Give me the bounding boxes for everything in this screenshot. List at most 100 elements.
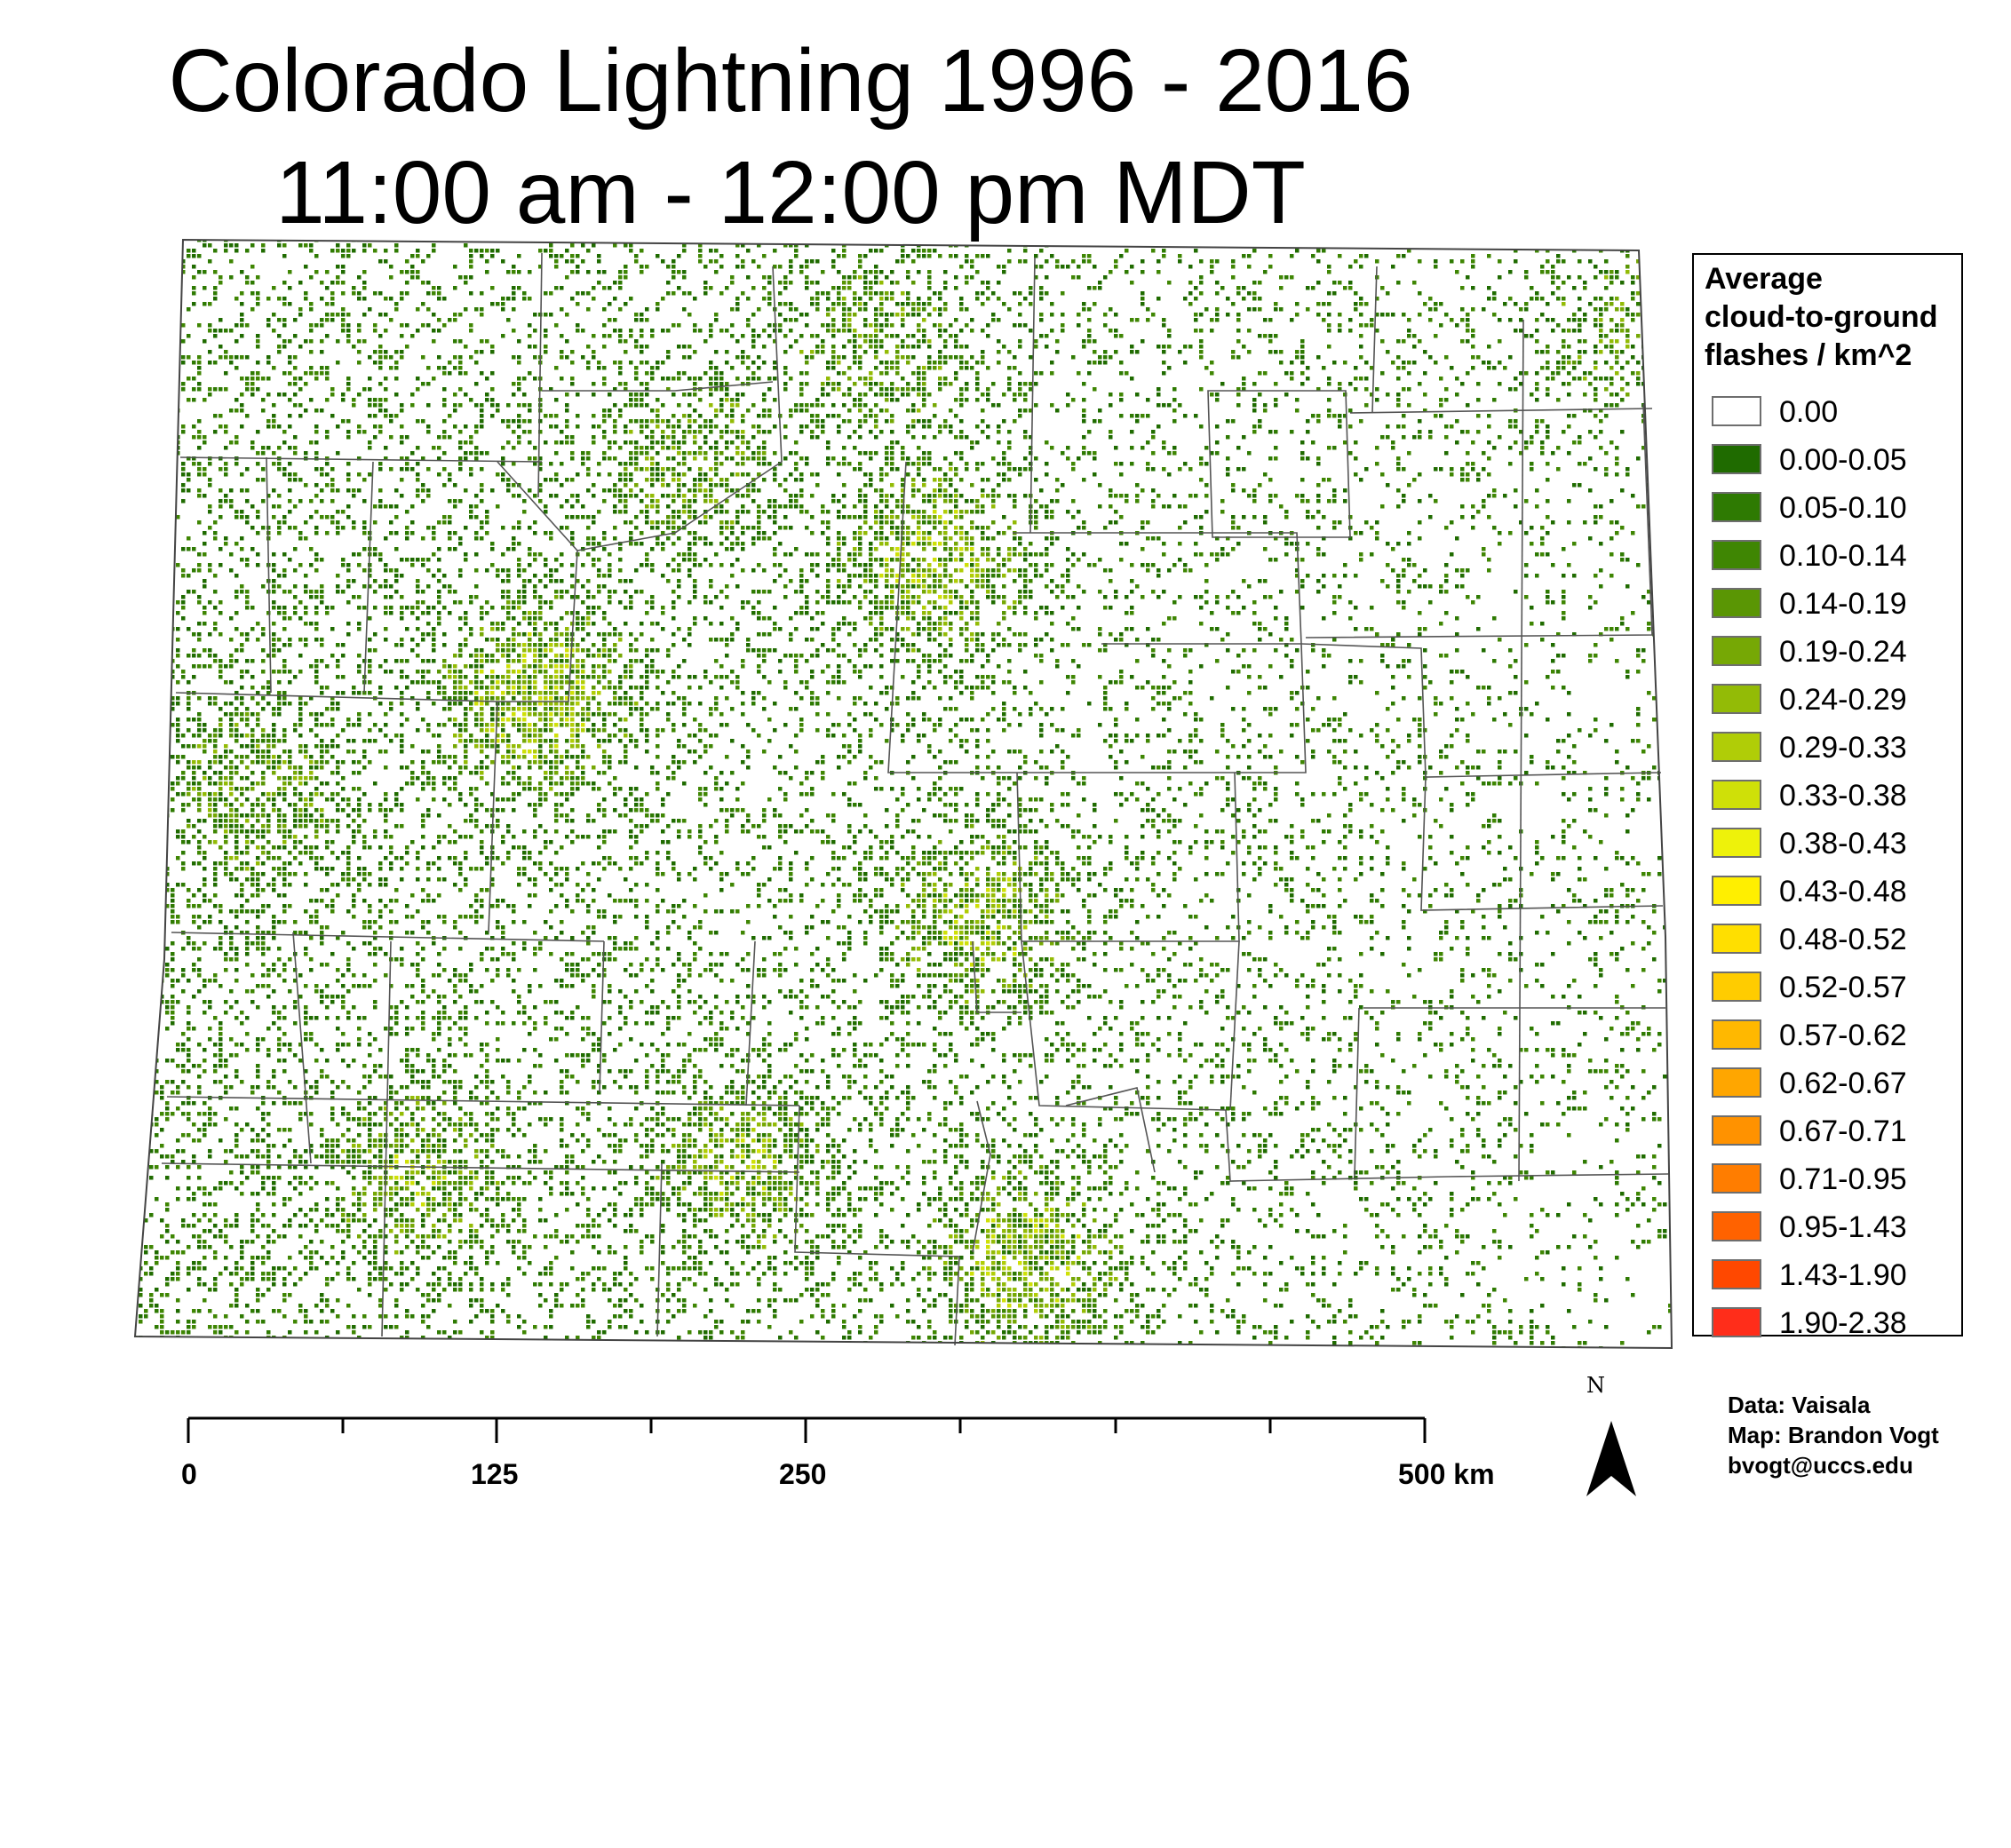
flash-cell [634, 313, 639, 317]
flash-cell [863, 520, 868, 525]
flash-cell [341, 329, 346, 333]
flash-cell [730, 398, 735, 402]
flash-cell [1242, 435, 1246, 440]
flash-cell [453, 408, 457, 413]
flash-cell [901, 478, 905, 482]
flash-cell [549, 254, 553, 258]
flash-cell [234, 243, 239, 248]
flash-cell [544, 414, 548, 418]
flash-cell [677, 568, 681, 573]
flash-cell [688, 377, 692, 381]
flash-cell [751, 483, 756, 488]
flash-cell [384, 355, 388, 360]
flash-cell [266, 419, 271, 424]
flash-cell [890, 462, 894, 466]
flash-cell [304, 297, 308, 301]
flash-cell [1316, 510, 1321, 514]
flash-cell [234, 355, 239, 360]
flash-cell [1050, 254, 1054, 258]
flash-cell [426, 558, 431, 562]
flash-cell [858, 515, 862, 520]
flash-cell [677, 440, 681, 445]
flash-cell [1562, 339, 1566, 344]
flash-cell [373, 323, 378, 328]
flash-cell [480, 520, 484, 525]
flash-cell [240, 302, 244, 306]
flash-cell [469, 515, 473, 520]
flash-cell [1460, 504, 1465, 509]
flash-cell [837, 462, 841, 466]
flash-cell [576, 515, 580, 520]
flash-cell [192, 398, 196, 402]
flash-cell [1546, 377, 1550, 381]
flash-cell [640, 318, 644, 322]
flash-cell [943, 382, 948, 386]
flash-cell [1183, 462, 1188, 466]
flash-cell [522, 568, 527, 573]
flash-cell [618, 307, 623, 312]
flash-cell [1620, 238, 1625, 242]
flash-cell [863, 302, 868, 306]
flash-cell [234, 515, 239, 520]
flash-cell [480, 291, 484, 296]
flash-cell [714, 414, 719, 418]
flash-cell [1343, 488, 1347, 493]
flash-cell [927, 574, 932, 578]
flash-cell [1119, 515, 1124, 520]
flash-cell [437, 579, 441, 583]
flash-cell [368, 403, 372, 408]
flash-cell [362, 286, 367, 290]
flash-cell [661, 259, 665, 264]
flash-cell [203, 398, 207, 402]
flash-cell [922, 568, 926, 573]
flash-cell [592, 393, 596, 397]
flash-cell [1103, 350, 1108, 354]
flash-cell [416, 419, 420, 424]
flash-cell [938, 329, 942, 333]
flash-cell [719, 451, 724, 456]
flash-cell [1530, 440, 1534, 445]
flash-cell [1039, 297, 1044, 301]
flash-cell [645, 318, 649, 322]
flash-cell [682, 435, 687, 440]
flash-cell [634, 377, 639, 381]
flash-cell [751, 542, 756, 546]
flash-cell [197, 387, 202, 392]
flash-cell [474, 403, 479, 408]
flash-cell [618, 334, 623, 338]
flash-cell [288, 478, 292, 482]
flash-cell [1220, 382, 1225, 386]
flash-cell [1444, 574, 1449, 578]
flash-cell [618, 382, 623, 386]
flash-cell [826, 446, 831, 450]
flash-cell [1482, 451, 1486, 456]
flash-cell [1188, 291, 1193, 296]
flash-cell [442, 430, 447, 434]
flash-cell [1364, 323, 1369, 328]
flash-cell [405, 531, 409, 535]
flash-cell [645, 520, 649, 525]
flash-cell [1647, 249, 1651, 253]
flash-cell [970, 265, 974, 269]
flash-cell [735, 462, 740, 466]
flash-cell [1162, 371, 1166, 376]
flash-cell [837, 579, 841, 583]
flash-cell [693, 430, 697, 434]
flash-cell [714, 270, 719, 274]
flash-cell [645, 558, 649, 562]
flash-cell [869, 547, 873, 551]
flash-cell [544, 345, 548, 349]
flash-cell [837, 270, 841, 274]
flash-cell [1268, 265, 1273, 269]
flash-cell [234, 435, 239, 440]
flash-cell [517, 361, 521, 365]
flash-cell [842, 318, 847, 322]
flash-cell [368, 307, 372, 312]
flash-cell [1002, 265, 1006, 269]
flash-cell [586, 515, 591, 520]
flash-cell [906, 568, 910, 573]
flash-cell [378, 291, 383, 296]
flash-cell [250, 243, 255, 248]
flash-cell [1620, 430, 1625, 434]
flash-cell [1322, 318, 1326, 322]
